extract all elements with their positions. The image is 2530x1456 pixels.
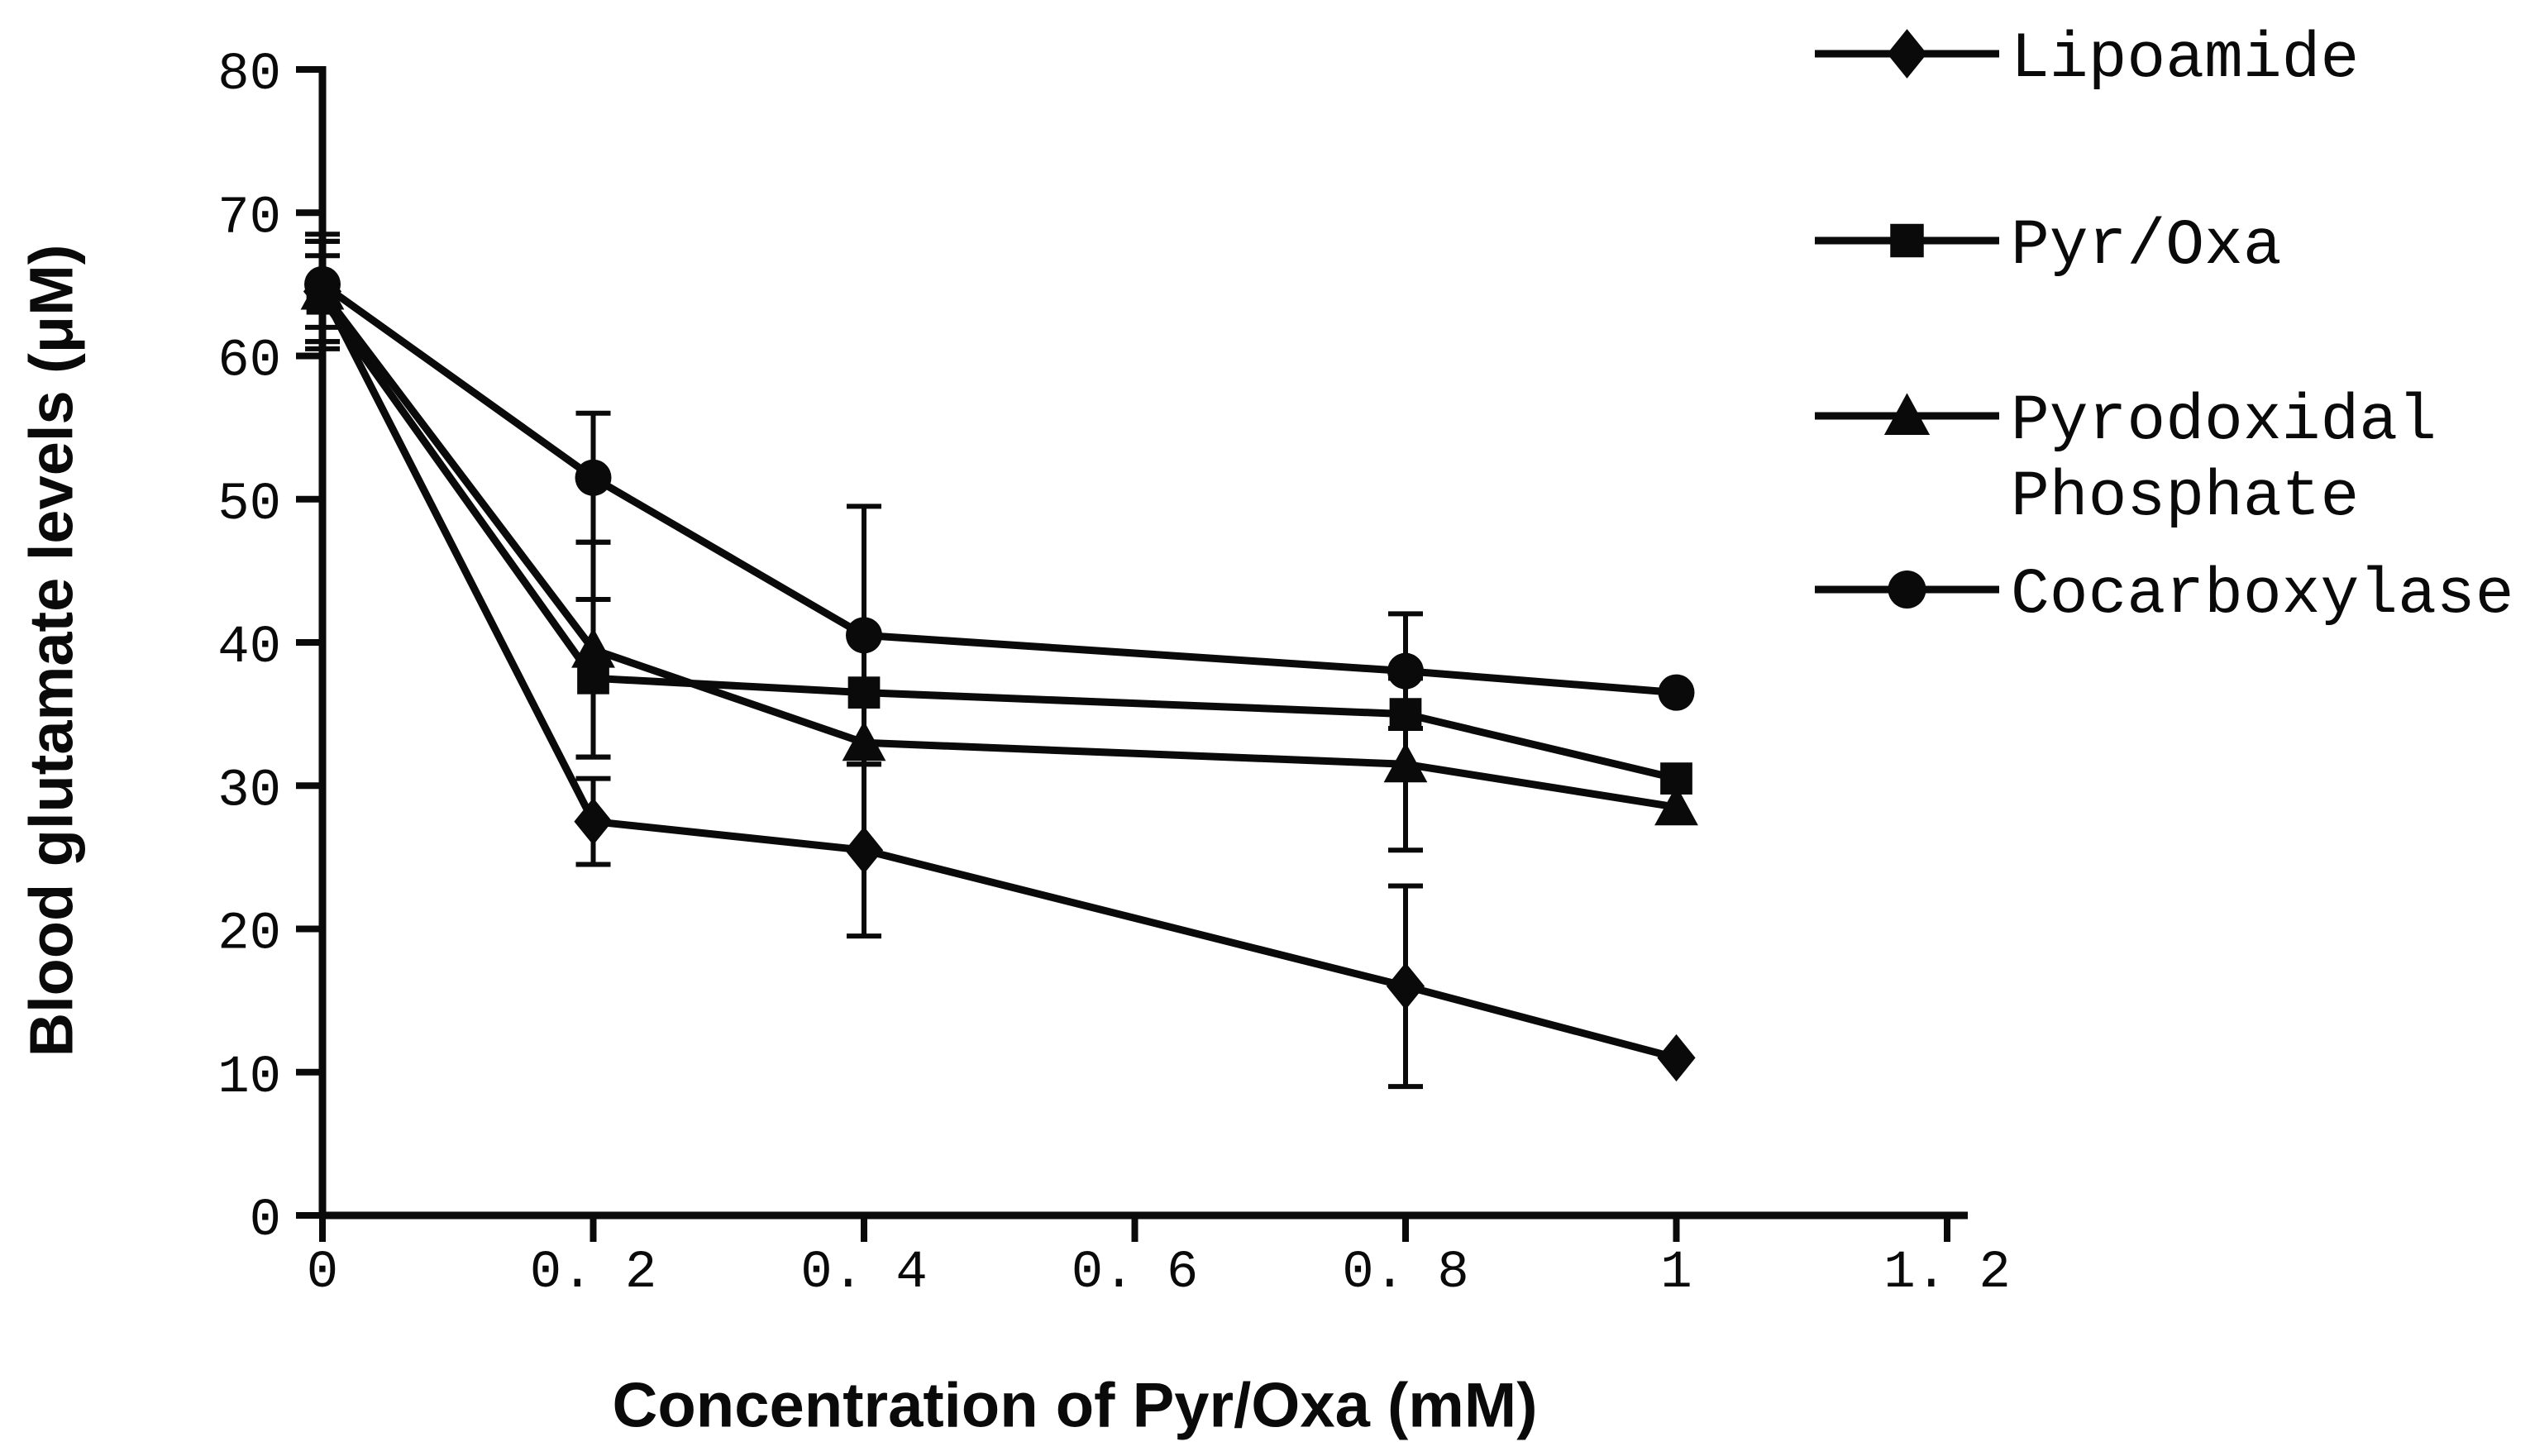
marker-diamond [574,797,613,846]
y-tick-label: 50 [217,475,281,535]
marker-circle [1658,674,1695,711]
legend-label: Phosphate [2011,461,2359,534]
marker-diamond [1657,1034,1696,1082]
y-tick-label: 20 [217,905,281,965]
legend-item-lipoamide: Lipoamide [1815,23,2359,96]
x-axis-title: Concentration of Pyr/Oxa (mM) [612,1370,1538,1441]
x-tick-label: 0. 8 [1342,1244,1469,1303]
y-axis-title: Blood glutamate levels (μM) [17,244,86,1057]
axes: 0 0. 2 0. 4 0. 6 0. 8 1 1. 2 0 10 20 30 40 50 60 70 80 [217,45,2011,1303]
legend-marker-diamond [1887,29,1927,79]
y-tick-label: 80 [217,45,281,105]
marker-circle [1387,652,1424,690]
marker-circle [304,265,341,303]
legend-label: Lipoamide [2011,23,2359,96]
x-tick-label: 0 [307,1244,338,1303]
legend-item-cocarboxylase: Cocarboxylase [1815,559,2514,632]
marker-square [1389,698,1422,730]
legend-marker-circle [1888,570,1926,609]
y-tick-label: 70 [217,189,281,248]
y-tick-label: 40 [217,618,281,678]
y-tick-label: 0 [250,1191,281,1251]
legend-marker-triangle [1883,393,1931,435]
marker-circle [846,617,882,654]
marker-triangle [1654,785,1698,826]
x-tick-label: 1. 2 [1883,1244,2011,1303]
legend-marker-square [1890,223,1924,258]
x-tick-label: 0. 2 [530,1244,657,1303]
x-tick-label: 0. 4 [800,1244,928,1303]
y-tick-label: 60 [217,332,281,392]
legend-label: Pyrodoxidal [2011,385,2437,458]
marker-triangle [842,720,886,761]
marker-triangle [571,628,615,668]
marker-diamond [844,826,884,874]
legend-item-pyr-oxa: Pyr/Oxa [1815,210,2282,283]
marker-triangle [1383,742,1428,783]
legend-label: Cocarboxylase [2011,559,2514,632]
series-line-pyr-oxa [319,296,1678,782]
marker-diamond [1386,962,1425,1010]
marker-circle [575,459,612,496]
series-pyrodoxidal-phosphate [300,270,1698,826]
series-pyr-oxa [306,282,1692,795]
x-tick-label: 0. 6 [1072,1244,1199,1303]
y-tick-label: 10 [217,1048,281,1108]
y-tick-label: 30 [217,761,281,821]
series-cocarboxylase [304,265,1695,711]
legend-label: Pyr/Oxa [2011,210,2282,283]
series-line-cocarboxylase [320,281,1677,697]
x-tick-label: 1 [1660,1244,1692,1303]
marker-square [847,676,881,709]
